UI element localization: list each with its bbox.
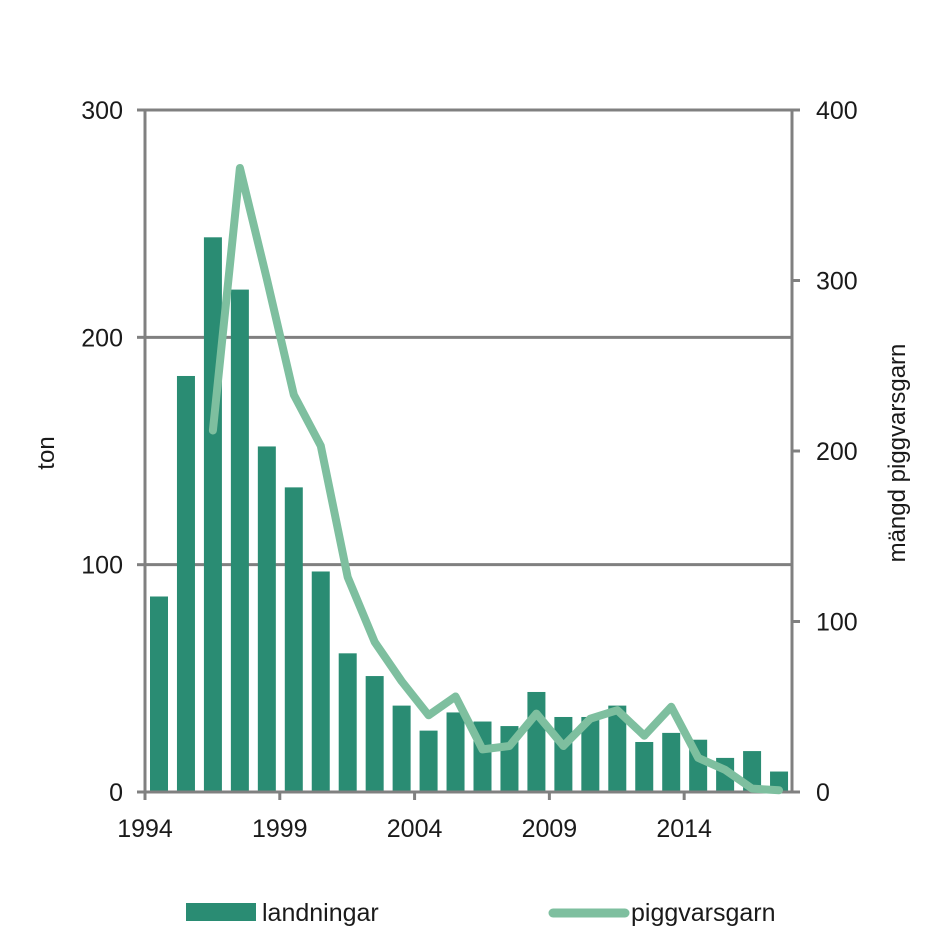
- bar: [284, 487, 303, 792]
- y2-tick-label: 100: [816, 609, 858, 637]
- x-tick-label: 2014: [656, 815, 712, 843]
- y-tick-label: 0: [109, 779, 123, 807]
- x-tick-label: 2009: [522, 815, 578, 843]
- bar: [150, 596, 168, 792]
- bar: [176, 375, 195, 792]
- bar: [662, 732, 681, 792]
- bar-series-landningar: [150, 237, 789, 793]
- bar: [338, 653, 357, 792]
- series-line: [208, 164, 783, 795]
- x-tick-label: 1999: [252, 815, 308, 843]
- x-tick-label: 1994: [117, 815, 173, 843]
- y-tick-label: 200: [81, 324, 123, 352]
- bar: [311, 571, 330, 792]
- y2-tick-label: 0: [816, 779, 830, 807]
- legend-label-piggvarsgarn: piggvarsgarn: [631, 899, 776, 927]
- bar: [419, 730, 438, 792]
- bar: [365, 676, 384, 792]
- y2-axis-title: mängd piggvarsgarn: [884, 344, 911, 563]
- bar: [257, 446, 276, 792]
- bar: [527, 691, 546, 792]
- y-tick-label: 300: [81, 97, 123, 125]
- x-axis-tick-labels: 1994 1999 2004 2009 2014: [117, 815, 712, 843]
- right-axis-tick-labels: 0 100 200 300 400: [816, 97, 858, 807]
- bar: [554, 716, 573, 792]
- axes: [137, 108, 800, 800]
- y-axis-title: ton: [33, 436, 60, 469]
- bar: [203, 237, 222, 793]
- x-tick-label: 2004: [387, 815, 443, 843]
- bar: [392, 705, 411, 792]
- y2-tick-label: 400: [816, 97, 858, 125]
- y2-tick-label: 300: [816, 268, 858, 296]
- bar: [230, 289, 249, 792]
- y-tick-label: 100: [81, 552, 123, 580]
- legend: landningar piggvarsgarn: [186, 899, 776, 927]
- bar: [608, 705, 627, 792]
- gridlines: [145, 108, 792, 567]
- y2-tick-label: 200: [816, 438, 858, 466]
- bar: [446, 712, 465, 792]
- legend-swatch-landningar: [186, 903, 256, 921]
- bar: [581, 716, 600, 792]
- legend-label-landningar: landningar: [262, 899, 379, 927]
- left-axis-tick-labels: 0 100 200 300: [81, 97, 123, 807]
- bar: [635, 741, 654, 792]
- line-series-piggvarsgarn: [208, 164, 783, 795]
